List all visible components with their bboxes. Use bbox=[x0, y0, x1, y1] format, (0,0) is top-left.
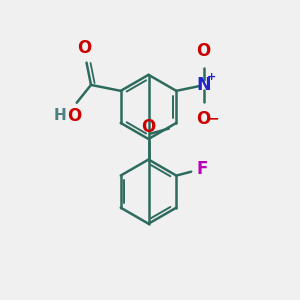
Text: O: O bbox=[77, 39, 91, 57]
Text: N: N bbox=[196, 76, 211, 94]
Text: F: F bbox=[196, 160, 208, 178]
Text: −: − bbox=[207, 111, 219, 125]
Text: O: O bbox=[196, 110, 211, 128]
Text: H: H bbox=[54, 108, 67, 123]
Text: +: + bbox=[207, 72, 216, 82]
Text: O: O bbox=[67, 107, 82, 125]
Text: O: O bbox=[141, 118, 156, 136]
Text: O: O bbox=[196, 42, 211, 60]
